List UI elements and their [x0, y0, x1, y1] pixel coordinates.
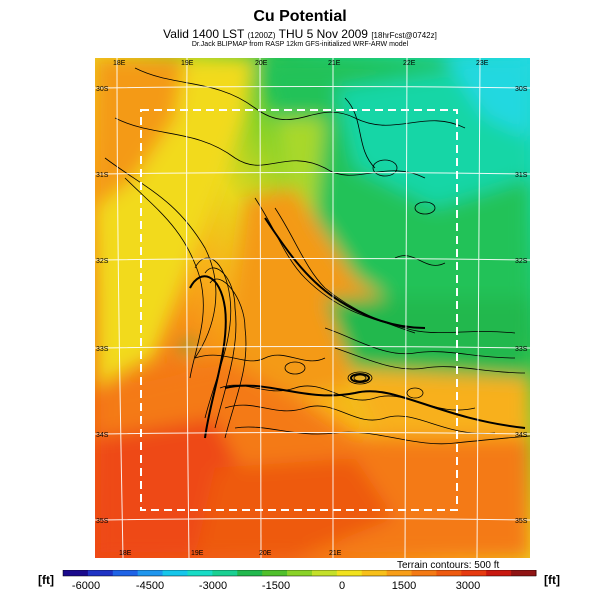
right-lat-label: 31S	[515, 172, 528, 179]
subdomain-boundary	[140, 109, 458, 511]
colorbar-swatch	[486, 570, 512, 576]
top-lon-label: 21E	[328, 60, 341, 67]
colorbar-tick-label: -1500	[261, 580, 291, 592]
bottom-lon-label: 20E	[259, 550, 272, 557]
colorbar-swatch	[511, 570, 537, 576]
top-lon-label: 18E	[113, 60, 126, 67]
colorbar-swatch	[411, 570, 437, 576]
left-lat-label: 34S	[96, 432, 109, 439]
left-lat-labels: 30S 31S 32S 33S 34S 35S	[96, 86, 109, 525]
top-lon-label: 19E	[181, 60, 194, 67]
colorbar	[62, 570, 537, 577]
colorbar-swatch	[63, 570, 89, 576]
colorbar-unit-left: [ft]	[38, 573, 54, 587]
colorbar-swatch	[461, 570, 487, 576]
colorbar-swatch	[137, 570, 164, 576]
forecast-info: [18hrFcst@0742z]	[371, 31, 437, 40]
colorbar-tick-label: -3000	[198, 580, 228, 592]
cu-potential-map: 18E 19E 20E 21E 22E 23E 18E 19E 20E 21E …	[95, 58, 530, 558]
left-lat-label: 30S	[96, 86, 109, 93]
right-lat-label: 35S	[515, 518, 528, 525]
colorbar-tick-label: 1500	[391, 580, 417, 592]
top-lon-labels: 18E 19E 20E 21E 22E 23E	[113, 60, 489, 67]
top-lon-label: 23E	[476, 60, 489, 67]
map-title: Cu Potential	[253, 8, 347, 25]
model-credit: Dr.Jack BLIPMAP from RASP 12km GFS-initi…	[191, 41, 409, 48]
bottom-lon-label: 19E	[191, 550, 204, 557]
colorbar-swatch	[87, 570, 114, 576]
colorbar-unit-right: [ft]	[544, 573, 560, 587]
valid-time: Valid 1400 LST	[163, 27, 245, 41]
bottom-lon-label: 21E	[329, 550, 342, 557]
colorbar-tick-label: 3000	[455, 580, 481, 592]
bottom-lon-labels: 18E 19E 20E 21E	[119, 550, 342, 557]
terrain-contour-note: Terrain contours: 500 ft	[397, 560, 500, 571]
colorbar-tick-label: -6000	[71, 580, 101, 592]
colorbar-swatch	[361, 570, 388, 576]
map-subtitle: Valid 1400 LST (1200Z) THU 5 Nov 2009 [1…	[0, 27, 600, 41]
colorbar-tick-label: 0	[338, 580, 346, 592]
colorbar-swatch	[262, 570, 288, 576]
right-lat-label: 33S	[515, 346, 528, 353]
bottom-lon-label: 18E	[119, 550, 132, 557]
right-lat-labels: 30S 31S 32S 33S 34S 35S	[515, 86, 528, 525]
colorbar-swatch	[237, 570, 263, 576]
colorbar-swatch	[112, 570, 139, 576]
colorbar-swatch	[336, 570, 363, 576]
left-lat-label: 32S	[96, 258, 109, 265]
colorbar-swatch	[436, 570, 462, 576]
colorbar-swatch	[187, 570, 213, 576]
right-lat-label: 32S	[515, 258, 528, 265]
colorbar-swatch	[287, 570, 313, 576]
colorbar-tick-label: -4500	[135, 580, 165, 592]
colorbar-swatch	[386, 570, 413, 576]
left-lat-label: 31S	[96, 172, 109, 179]
color-field	[95, 58, 530, 558]
colorbar-swatch	[311, 570, 338, 576]
top-lon-label: 22E	[403, 60, 416, 67]
left-lat-label: 33S	[96, 346, 109, 353]
utc-time: (1200Z)	[247, 31, 276, 40]
heavy-contours	[189, 217, 526, 439]
right-lat-label: 30S	[515, 86, 528, 93]
valid-date: THU 5 Nov 2009	[278, 27, 368, 41]
right-lat-label: 34S	[515, 432, 528, 439]
top-lon-label: 20E	[255, 60, 268, 67]
colorbar-outline	[62, 570, 537, 577]
colorbar-swatch	[162, 570, 188, 576]
colorbar-swatch	[212, 570, 238, 576]
left-lat-label: 35S	[96, 518, 109, 525]
